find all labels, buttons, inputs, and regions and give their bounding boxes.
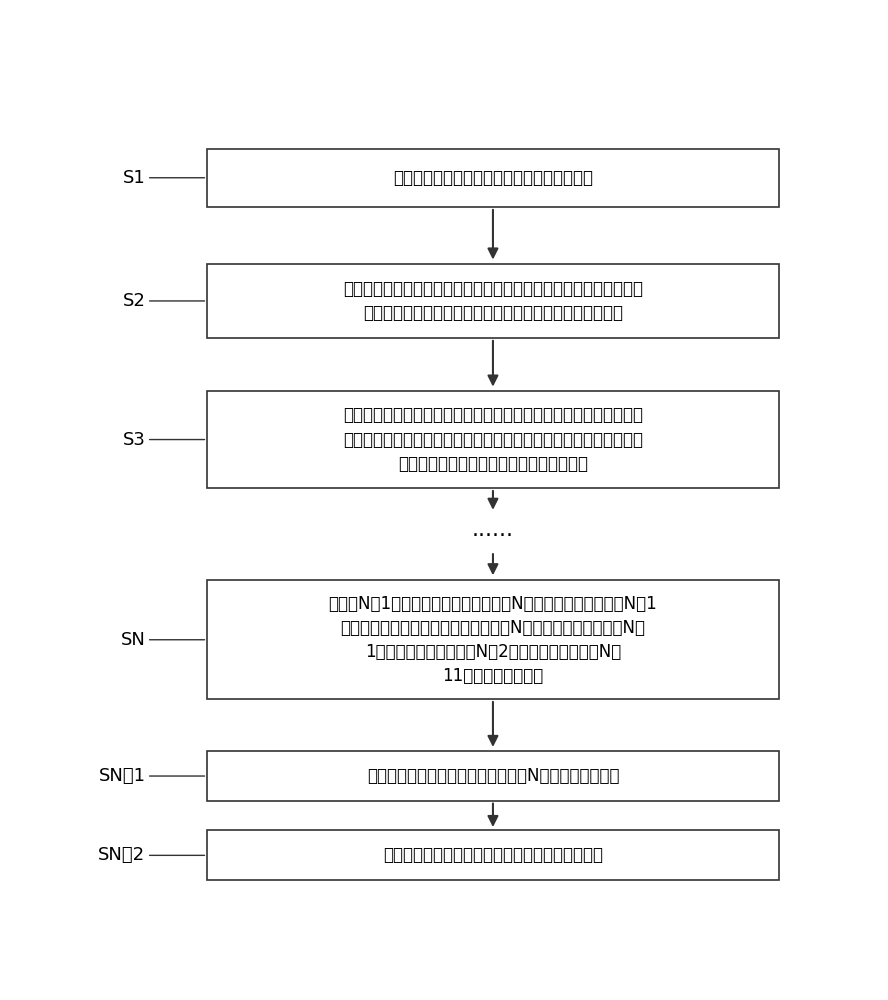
Bar	[208, 751, 779, 801]
Bar	[208, 830, 779, 880]
Bar	[208, 391, 779, 488]
Text: 对准刻蚀，所述第三级沟槽刻蚀掩膜包括第二级沟槽侧壁保护层和第: 对准刻蚀，所述第三级沟槽刻蚀掩膜包括第二级沟槽侧壁保护层和第	[343, 431, 643, 449]
Text: 去除第一级沟槽刻蚀掩膜或者去除第N级沟槽刻蚀掩膜。: 去除第一级沟槽刻蚀掩膜或者去除第N级沟槽刻蚀掩膜。	[367, 767, 619, 785]
Text: SN＋2: SN＋2	[99, 846, 146, 864]
Bar	[208, 149, 779, 207]
Text: 形成第N－1级沟槽侧壁保护层，使用第N级沟槽刻蚀掩膜进行第N－1: 形成第N－1级沟槽侧壁保护层，使用第N级沟槽刻蚀掩膜进行第N－1	[329, 595, 657, 613]
Text: S3: S3	[123, 431, 146, 449]
Text: 使用第一级沟槽刻蚀掩膜刻蚀出第一级沟槽。: 使用第一级沟槽刻蚀掩膜刻蚀出第一级沟槽。	[393, 169, 593, 187]
Bar	[208, 580, 779, 699]
Text: 11级沟槽刻蚀掩膜。: 11级沟槽刻蚀掩膜。	[442, 667, 543, 685]
Text: SN: SN	[121, 631, 146, 649]
Text: ......: ......	[472, 520, 514, 540]
Text: 次自对准刻蚀，形成多级沟槽，所述第N级沟槽刻蚀掩膜包括第N－: 次自对准刻蚀，形成多级沟槽，所述第N级沟槽刻蚀掩膜包括第N－	[340, 619, 646, 637]
Text: 1级沟槽侧壁保护层和第N－2次自对准刻蚀后的第N－: 1级沟槽侧壁保护层和第N－2次自对准刻蚀后的第N－	[365, 643, 621, 661]
Text: 蚀掩膜包括第一级沟槽侧壁保护层和第一级沟槽刻蚀掩膜。: 蚀掩膜包括第一级沟槽侧壁保护层和第一级沟槽刻蚀掩膜。	[363, 304, 623, 322]
Text: SN＋1: SN＋1	[99, 767, 146, 785]
Text: 一次自对准刻蚀后的第二级沟槽刻蚀掩膜。: 一次自对准刻蚀后的第二级沟槽刻蚀掩膜。	[398, 455, 588, 473]
Bar	[208, 264, 779, 338]
Text: S1: S1	[123, 169, 146, 187]
Text: 形成第二级沟槽侧壁保护层，使用第三级沟槽刻蚀掩膜进行第二次自: 形成第二级沟槽侧壁保护层，使用第三级沟槽刻蚀掩膜进行第二次自	[343, 406, 643, 424]
Text: 使用第二级沟槽刻蚀掩膜进行第一次自对准刻蚀，所述第二级沟槽刻: 使用第二级沟槽刻蚀掩膜进行第一次自对准刻蚀，所述第二级沟槽刻	[343, 280, 643, 298]
Text: 进行外延回填和抛光工艺，形成多级超级结柱区。: 进行外延回填和抛光工艺，形成多级超级结柱区。	[383, 846, 603, 864]
Text: S2: S2	[123, 292, 146, 310]
